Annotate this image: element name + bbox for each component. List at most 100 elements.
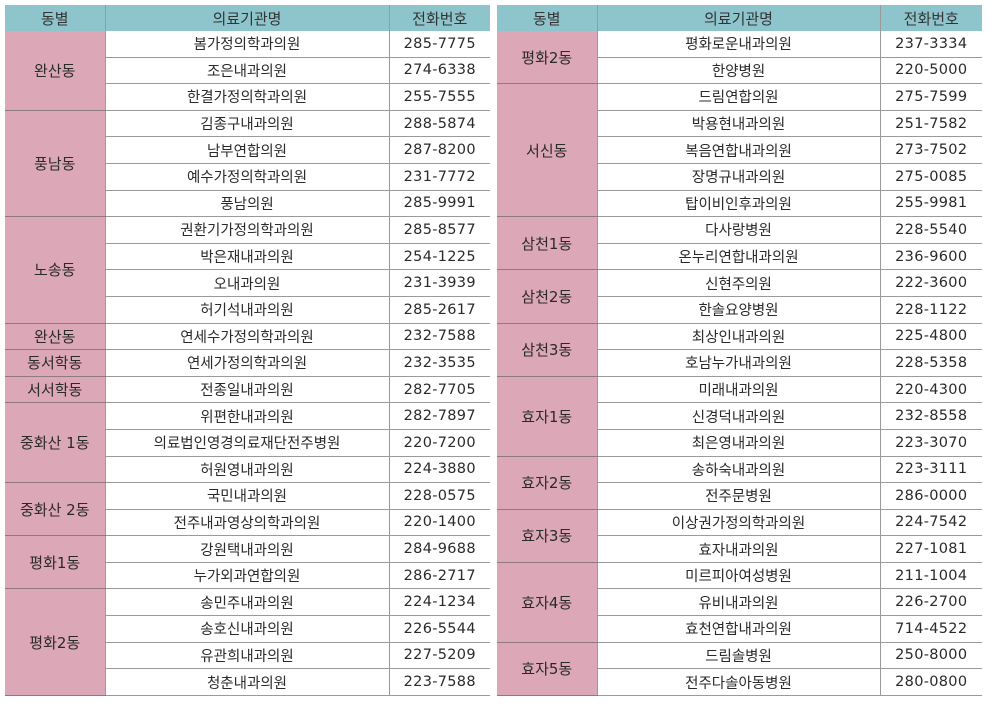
phone-number: 273-7502 <box>880 136 982 164</box>
phone-number: 280-0800 <box>880 668 982 696</box>
clinic-name: 남부연합의원 <box>105 136 390 164</box>
phone-number: 284-9688 <box>389 535 490 563</box>
table-row: 평화2동 송민주내과의원 224-1234 <box>5 588 490 696</box>
clinic-name: 전주다솔아동병원 <box>597 668 881 696</box>
table-row: 완산동 봄가정의학과의원 285-7775 <box>5 31 490 111</box>
clinic-table-left: 동별 의료기관명 전화번호 완산동 봄가정의학과의원 285-7775 조은내과의원 274-… <box>5 5 490 696</box>
district-cell: 삼천1동 <box>497 216 598 271</box>
table-row: 한솔요양병원 228-1122 <box>497 296 982 324</box>
clinic-name: 허원영내과의원 <box>105 456 390 484</box>
phone-number: 228-0575 <box>389 482 490 510</box>
clinic-name: 이상권가정의학과의원 <box>597 509 881 537</box>
table-row: 풍남의원 285-9991 <box>5 190 490 218</box>
clinic-name: 전종일내과의원 <box>105 376 390 404</box>
table-row: 박은재내과의원 254-1225 <box>5 243 490 271</box>
phone-number: 286-0000 <box>880 482 982 510</box>
table-row: 삼천1동 다사랑병원 228-5540 <box>497 216 982 271</box>
phone-number: 223-7588 <box>389 668 490 696</box>
clinic-name: 연세수가정의학과의원 <box>105 323 390 351</box>
table-row: 유관희내과의원 227-5209 <box>5 642 490 670</box>
phone-number: 232-3535 <box>389 349 490 377</box>
phone-number: 286-2717 <box>389 562 490 590</box>
phone-number: 275-0085 <box>880 163 982 191</box>
phone-header: 전화번호 <box>880 5 982 31</box>
table-row: 서서학동 전종일내과의원 282-7705 <box>5 376 490 404</box>
phone-number: 228-5358 <box>880 349 982 377</box>
table-row: 효자내과의원 227-1081 <box>497 535 982 563</box>
table-row: 온누리연합내과의원 236-9600 <box>497 243 982 271</box>
clinic-name: 봄가정의학과의원 <box>105 31 390 58</box>
clinic-name: 신경덕내과의원 <box>597 402 881 430</box>
phone-number: 282-7897 <box>389 402 490 430</box>
phone-number: 211-1004 <box>880 562 982 590</box>
clinic-name: 다사랑병원 <box>597 216 881 244</box>
table-row: 효자5동 드림솔병원 250-8000 <box>497 642 982 696</box>
table-row: 박용현내과의원 251-7582 <box>497 110 982 138</box>
table-body: 완산동 봄가정의학과의원 285-7775 조은내과의원 274-6338 한결가정의학과… <box>5 31 490 696</box>
table-row: 중화산 1동 위편한내과의원 282-7897 <box>5 402 490 484</box>
table-header: 동별 의료기관명 전화번호 <box>497 5 982 31</box>
phone-number: 237-3334 <box>880 31 982 58</box>
district-cell: 평화2동 <box>5 588 106 696</box>
clinic-name: 효자내과의원 <box>597 535 881 563</box>
phone-number: 232-8558 <box>880 402 982 430</box>
clinic-name: 송민주내과의원 <box>105 588 390 617</box>
phone-number: 285-7775 <box>389 31 490 58</box>
table-row: 예수가정의학과의원 231-7772 <box>5 163 490 191</box>
table-row: 누가외과연합의원 286-2717 <box>5 562 490 590</box>
table-row: 호남누가내과의원 228-5358 <box>497 349 982 377</box>
table-row: 완산동 연세수가정의학과의원 232-7588 <box>5 323 490 351</box>
table-row: 평화1동 강원택내과의원 284-9688 <box>5 535 490 590</box>
table-row: 허원영내과의원 224-3880 <box>5 456 490 484</box>
table-row: 최은영내과의원 223-3070 <box>497 429 982 457</box>
phone-number: 220-1400 <box>389 509 490 537</box>
table-body: 평화2동 평화로운내과의원 237-3334 한양병원 220-5000 서신동 드림연합의… <box>497 31 982 696</box>
phone-number: 287-8200 <box>389 136 490 164</box>
clinic-name: 송하숙내과의원 <box>597 456 881 484</box>
phone-number: 226-2700 <box>880 588 982 617</box>
phone-header: 전화번호 <box>389 5 490 31</box>
clinic-name: 유관희내과의원 <box>105 642 390 670</box>
district-cell: 효자5동 <box>497 642 598 696</box>
clinic-name: 전주내과영상의학과의원 <box>105 509 390 537</box>
phone-number: 222-3600 <box>880 269 982 297</box>
district-cell: 풍남동 <box>5 110 106 218</box>
district-cell: 효자1동 <box>497 376 598 457</box>
phone-number: 224-1234 <box>389 588 490 617</box>
district-cell: 평화2동 <box>497 31 598 85</box>
table-row: 신경덕내과의원 232-8558 <box>497 402 982 430</box>
phone-number: 285-8577 <box>389 216 490 244</box>
district-cell: 효자4동 <box>497 562 598 643</box>
clinic-name: 청춘내과의원 <box>105 668 390 696</box>
header-row: 동별 의료기관명 전화번호 <box>5 5 490 31</box>
clinic-name-header: 의료기관명 <box>105 5 390 31</box>
clinic-name: 평화로운내과의원 <box>597 31 881 58</box>
phone-number: 231-7772 <box>389 163 490 191</box>
phone-number: 232-7588 <box>389 323 490 351</box>
table-row: 탑이비인후과의원 255-9981 <box>497 190 982 218</box>
phone-number: 228-5540 <box>880 216 982 244</box>
phone-number: 224-3880 <box>389 456 490 484</box>
phone-number: 227-1081 <box>880 535 982 563</box>
phone-number: 227-5209 <box>389 642 490 670</box>
clinic-name: 의료법인영경의료재단전주병원 <box>105 429 390 457</box>
district-cell: 효자2동 <box>497 456 598 510</box>
district-cell: 완산동 <box>5 31 106 111</box>
district-cell: 완산동 <box>5 323 106 351</box>
table-row: 전주문병원 286-0000 <box>497 482 982 510</box>
district-cell: 삼천2동 <box>497 269 598 324</box>
phone-number: 255-9981 <box>880 190 982 218</box>
table-row: 조은내과의원 274-6338 <box>5 57 490 85</box>
clinic-name: 박은재내과의원 <box>105 243 390 271</box>
table-row: 노송동 권환기가정의학과의원 285-8577 <box>5 216 490 324</box>
clinic-name: 신현주의원 <box>597 269 881 297</box>
district-cell: 중화산 2동 <box>5 482 106 537</box>
phone-number: 282-7705 <box>389 376 490 404</box>
clinic-name: 드림솔병원 <box>597 642 881 670</box>
table-row: 평화2동 평화로운내과의원 237-3334 <box>497 31 982 85</box>
clinic-name: 연세가정의학과의원 <box>105 349 390 377</box>
clinic-name: 풍남의원 <box>105 190 390 218</box>
table-row: 삼천3동 최상인내과의원 225-4800 <box>497 323 982 377</box>
district-cell: 서신동 <box>497 83 598 218</box>
phone-number: 275-7599 <box>880 83 982 111</box>
